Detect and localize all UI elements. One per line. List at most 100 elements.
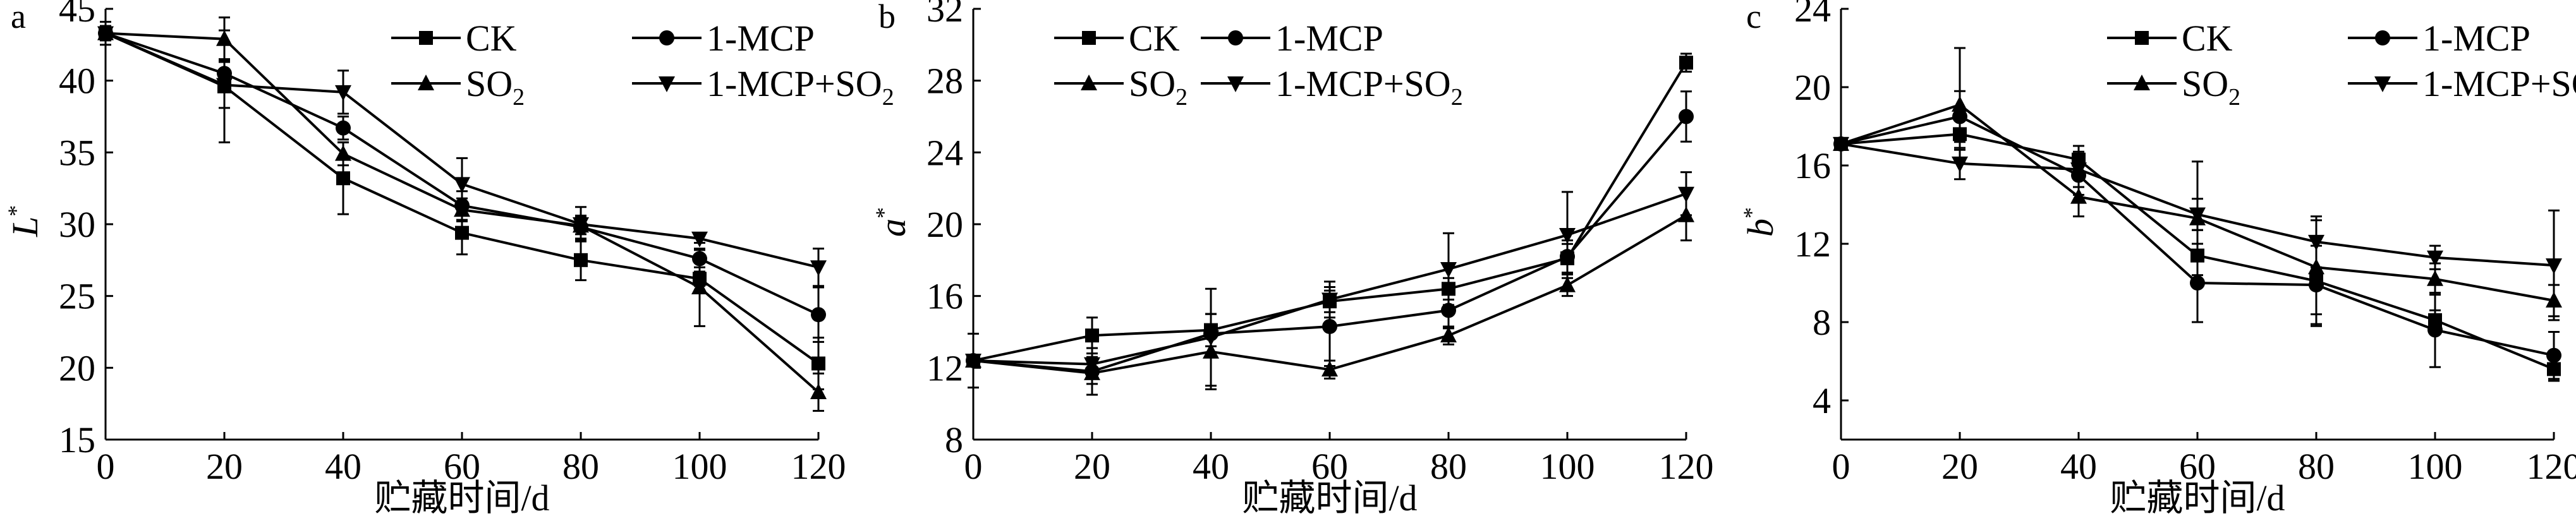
legend-item: CK — [2107, 18, 2233, 59]
data-point — [811, 356, 825, 371]
x-tick-label: 80 — [2298, 446, 2335, 487]
y-tick-label: 24 — [1794, 0, 1831, 30]
x-tick-label: 80 — [562, 446, 599, 487]
x-tick-label: 60 — [444, 446, 480, 487]
x-tick-label: 120 — [2527, 446, 2576, 487]
legend-item: 1-MCP+SO2 — [1201, 63, 1463, 111]
y-tick-label: 8 — [1813, 302, 1831, 343]
y-tick-label: 12 — [927, 347, 963, 388]
data-point — [1678, 186, 1694, 203]
legend-item: 1-MCP+SO2 — [632, 63, 894, 111]
x-tick-label: 0 — [1832, 446, 1850, 487]
series-1-mcp-so2 — [965, 171, 1694, 387]
panel-a: 0 20 40 60 80 100 120 15 20 25 30 35 40 45 a L* 贮藏时间/d CK… — [3, 0, 894, 519]
data-point — [691, 279, 708, 295]
y-tick-label: 32 — [927, 0, 963, 30]
x-tick-label: 0 — [97, 446, 115, 487]
data-point — [1440, 262, 1457, 279]
data-point — [1559, 228, 1576, 244]
panel-c: 0 20 40 60 80 100 120 4 8 12 16 20 24 c b* 贮藏时间/d CK 1-MC… — [1739, 0, 2576, 519]
data-point — [2427, 270, 2443, 286]
legend-item: CK — [391, 18, 517, 59]
data-point — [1559, 276, 1576, 292]
legend-label: SO2 — [466, 63, 525, 111]
y-axis-label: a* — [871, 207, 913, 237]
legend-label: CK — [1129, 18, 1180, 59]
y-tick-label: 40 — [59, 61, 95, 102]
x-tick-label: 60 — [2179, 446, 2216, 487]
legend-marker — [2375, 30, 2390, 45]
panel-b: 0 20 40 60 80 100 120 8 12 16 20 24 28 32 b a* 贮藏时间/d CK 1… — [871, 0, 1714, 519]
legend-marker — [2374, 76, 2391, 92]
data-point — [1322, 318, 1337, 334]
y-tick-label: 15 — [59, 419, 95, 460]
legend-item: SO2 — [2107, 63, 2240, 111]
y-tick-label: 28 — [927, 61, 963, 102]
data-point — [811, 307, 826, 323]
x-axis-label: 贮藏时间/d — [2110, 477, 2285, 519]
data-point — [1441, 303, 1456, 318]
x-tick-label: 40 — [325, 446, 361, 487]
y-axis-label: L* — [3, 205, 46, 237]
x-tick-label: 100 — [672, 446, 727, 487]
legend-item: 1-MCP+SO2 — [2348, 63, 2576, 111]
data-point — [965, 353, 981, 369]
data-point — [2427, 322, 2443, 338]
y-tick-label: 35 — [59, 132, 95, 173]
y-tick-label: 45 — [59, 0, 95, 30]
y-tick-label: 12 — [1794, 224, 1831, 265]
series-1-mcp — [966, 90, 1694, 396]
x-tick-label: 40 — [1193, 446, 1229, 487]
legend-item: SO2 — [1054, 63, 1188, 111]
data-point — [1952, 156, 1968, 172]
data-point — [1952, 95, 1968, 112]
x-tick-label: 20 — [1941, 446, 1978, 487]
legend-label: 1-MCP+SO2 — [1275, 63, 1463, 111]
data-point — [2189, 207, 2206, 224]
data-point — [2546, 258, 2562, 275]
data-point — [216, 78, 233, 94]
data-point — [1084, 357, 1100, 373]
legend-marker — [1082, 31, 1096, 45]
panel-label: a — [11, 0, 26, 35]
data-point — [1679, 109, 1694, 124]
legend-marker — [418, 75, 434, 90]
data-point — [1085, 328, 1099, 343]
legend-item: SO2 — [391, 63, 525, 111]
x-tick-label: 60 — [1311, 446, 1348, 487]
legend-marker — [1228, 30, 1243, 45]
data-point — [336, 120, 351, 136]
legend-label: 1-MCP — [2422, 18, 2530, 59]
x-tick-label: 120 — [1659, 446, 1714, 487]
data-point — [336, 171, 350, 186]
legend-marker — [659, 30, 674, 45]
x-tick-label: 0 — [964, 446, 983, 487]
x-tick-label: 40 — [2060, 446, 2097, 487]
y-tick-label: 25 — [59, 276, 95, 317]
legend-label: 1-MCP+SO2 — [2422, 63, 2576, 111]
legend-label: SO2 — [1129, 63, 1188, 111]
x-tick-label: 20 — [206, 446, 243, 487]
y-tick-label: 20 — [1794, 67, 1831, 108]
legend-marker — [1227, 76, 1244, 92]
data-point — [1203, 330, 1219, 347]
x-tick-label: 80 — [1430, 446, 1467, 487]
data-point — [810, 383, 827, 399]
series-1-mcp-so2 — [1833, 136, 2562, 321]
legend-label: CK — [2182, 18, 2233, 59]
y-tick-label: 30 — [59, 204, 95, 245]
y-tick-label: 8 — [945, 419, 963, 460]
data-point — [1833, 136, 1849, 153]
data-point — [1440, 327, 1457, 343]
panel-label: c — [1746, 0, 1761, 35]
data-point — [2070, 162, 2087, 179]
data-point — [2427, 250, 2443, 267]
legend-label: 1-MCP — [707, 18, 815, 59]
data-point — [1321, 361, 1338, 377]
legend-marker — [659, 76, 675, 92]
legend-marker — [1081, 75, 1097, 90]
x-tick-label: 20 — [1074, 446, 1110, 487]
data-point — [574, 253, 588, 267]
legend-item: 1-MCP — [1201, 18, 1383, 59]
